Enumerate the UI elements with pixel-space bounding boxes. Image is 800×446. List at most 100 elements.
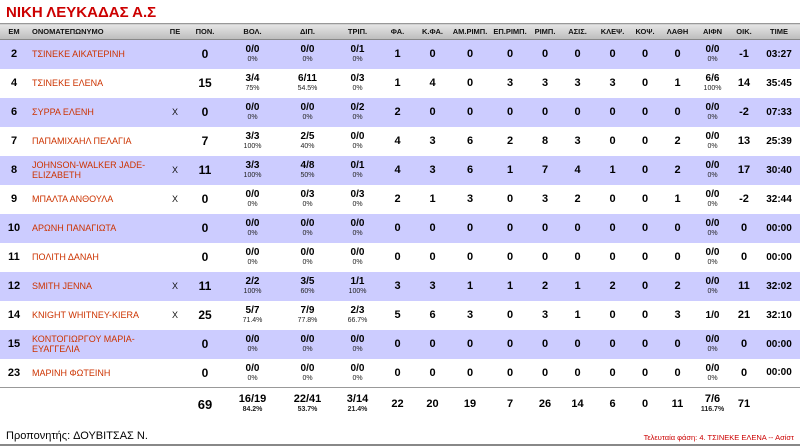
footer: Προπονητής: ΔΟΥΒΙΤΣΑΣ Ν. Τελευταία φάση: … [0,421,800,446]
three-pointers-percentage: 0% [352,201,363,208]
box-score-table: ΕΜ ΟΝΟΜΑΤΕΠΩΝΥΜΟ ΠΕ ΠΟΝ. ΒΟΛ. ΔΙΠ. ΤΡΙΠ. ΦΑ. Κ.Φ… [0,23,800,421]
fastbreak-cell: 0/0 0% [695,98,730,127]
def-rebounds-cell: 0 [466,251,474,263]
time-cell: 25:39 [766,135,792,147]
time-cell: 00:00 [766,367,792,379]
number-cell: 14 [7,309,21,321]
rebounds-cell: 3 [541,77,549,89]
blocks-cell: 0 [641,222,649,234]
two-pointers-percentage: 77.8% [297,317,318,324]
totals-time-cell [758,387,800,421]
blocks-cell: 0 [641,135,649,147]
turnovers-cell: 2 [674,280,681,292]
table-row: 7 ΠΑΠΑΜΙΧΑΗΛ ΠΕΛΑΓΙΑ 7 3/3 100% 2/5 40% 0/0 0% 4 3… [0,127,800,156]
def-rebounds-cell: 1 [466,280,474,292]
player-cell[interactable]: JOHNSON-WALKER JADE-ELIZABETH [32,159,146,180]
blocks-cell: 0 [641,48,649,61]
fastbreak-made-attempted: 0/0 [705,189,720,200]
steals-cell: 0 [609,366,616,379]
three-pointers-cell: 0/2 0% [335,98,380,127]
free-throws-cell: 3/3 100% [225,127,280,156]
assists-cell: 2 [574,193,581,205]
two-pointers-made-attempted: 0/0 [300,102,315,113]
assists-cell: 0 [574,222,581,234]
player-cell[interactable]: ΤΣΙΝΕΚΕ ΕΛΕΝΑ [32,77,104,88]
time-cell: 00:00 [766,222,792,234]
fastbreak-made-attempted: 1/0 [705,309,720,321]
free-throws-made-attempted: 0/0 [245,189,260,200]
two-pointers-percentage: 0% [302,114,313,121]
free-throws-made-attempted: 3/3 [245,160,260,171]
blocks-cell: 0 [641,366,649,379]
totals-steals-cell: 6 [595,387,630,421]
player-cell[interactable]: SMITH JENNA [32,280,93,291]
free-throws-made-attempted: 3/3 [245,131,260,142]
totals-fouls-drawn-cell: 20 [415,387,450,421]
player-cell[interactable]: ΣΥΡΡΑ ΕΛΕΝΗ [32,106,94,117]
number-cell: 23 [7,366,21,379]
two-pointers-made-attempted: 0/0 [300,362,315,374]
table-row: 11 ΠΟΛΙΤΗ ΔΑΝΑΗ 0 0/0 0% 0/0 0% 0/0 0% 0 0 0 0 0 0 0 0 0 0… [0,243,800,272]
turnovers-cell: 0 [674,251,681,263]
rebounds-cell: 0 [541,338,549,350]
number-cell: 4 [10,77,18,89]
steals-cell: 0 [609,48,616,61]
off-rebounds-cell: 0 [506,48,514,61]
player-cell[interactable]: ΜΠΑΛΤΑ ΑΝΘΟΥΛΑ [32,193,114,204]
time-cell: 32:10 [766,309,792,321]
two-pointers-cell: 6/11 54.5% [280,69,335,98]
three-pointers-percentage: 0% [352,143,363,150]
totals-three-pointers-cell: 3/14 21.4% [335,387,380,421]
player-cell[interactable]: ΤΣΙΝΕΚΕ ΑΙΚΑΤΕΡΙΝΗ [32,49,125,60]
free-throws-cell: 5/7 71.4% [225,301,280,330]
free-throws-made-attempted: 2/2 [245,276,260,287]
off-rebounds-cell: 0 [506,309,514,321]
fastbreak-cell: 1/0 [695,301,730,330]
coach-line: Προπονητής: ΔΟΥΒΙΤΣΑΣ Ν. [6,430,148,442]
fouls-cell: 1 [394,48,401,61]
two-pointers-cell: 7/9 77.8% [280,301,335,330]
blocks-cell: 0 [641,251,649,263]
two-pointers-cell: 0/0 0% [280,243,335,272]
starter-cell [165,243,185,272]
assists-cell: 4 [574,164,581,176]
table-row: 14 KNIGHT WHITNEY-KIERA X 25 5/7 71.4% 7/9 77.8… [0,301,800,330]
player-cell[interactable]: ΠΑΠΑΜΙΧΑΗΛ ΠΕΛΑΓΙΑ [32,135,132,146]
starter-cell [165,359,185,388]
two-pointers-made-attempted: 0/3 [300,189,315,200]
player-cell[interactable]: ΚΟΝΤΟΓΙΩΡΓΟΥ ΜΑΡΙΑ-ΕΥΑΓΓΕΛΙΑ [32,333,135,354]
turnovers-cell: 0 [674,106,681,118]
coach-name: ΔΟΥΒΙΤΣΑΣ Ν. [73,429,148,442]
totals-name-cell [28,387,165,421]
free-throws-percentage: 0% [247,259,258,266]
column-header-fastbreak: ΑΙΦΝ [695,23,730,40]
starter-cell: X [171,107,178,117]
player-cell[interactable]: KNIGHT WHITNEY-KIERA [32,309,140,320]
column-header-off-rebounds: ΕΠ.ΡΙΜΠ. [490,23,530,40]
player-cell[interactable]: ΠΟΛΙΤΗ ΔΑΝΑΗ [32,251,99,262]
three-pointers-percentage: 0% [352,85,363,92]
two-pointers-made-attempted: 0/0 [300,247,315,258]
fastbreak-made-attempted: 6/6 [705,73,720,84]
fouls-cell: 0 [394,366,401,379]
column-header-points: ΠΟΝ. [185,23,225,40]
turnovers-cell: 0 [674,222,681,234]
three-pointers-cell: 0/0 0% [335,214,380,243]
fouls-drawn-cell: 0 [429,366,436,379]
off-rebounds-cell: 0 [506,193,514,205]
three-pointers-made-attempted: 0/0 [350,334,365,345]
two-pointers-made-attempted: 3/5 [300,276,315,287]
free-throws-made-attempted: 0/0 [245,218,260,229]
fastbreak-percentage: 100% [703,85,722,92]
column-header-efficiency: ΟΙΚ. [730,23,758,40]
team-title: ΝΙΚΗ ΛΕΥΚΑΔΑΣ Α.Σ [6,4,157,21]
two-pointers-percentage: 0% [302,346,313,353]
player-cell[interactable]: ΑΡΩΝΗ ΠΑΝΑΓΙΩΤΑ [32,222,117,233]
three-pointers-made-attempted: 0/3 [350,73,365,84]
blocks-cell: 0 [641,309,649,321]
rebounds-cell: 7 [541,164,549,176]
rebounds-cell: 0 [541,48,549,61]
player-cell[interactable]: ΜΑΡΙΝΗ ΦΩΤΕΙΝΗ [32,367,111,378]
three-pointers-cell: 0/1 0% [335,40,380,69]
fastbreak-percentage: 0% [707,288,718,295]
